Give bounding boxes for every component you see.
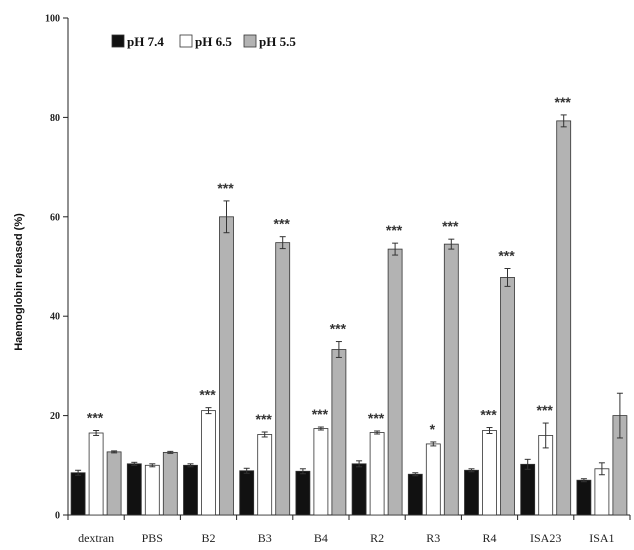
bar: [144, 464, 160, 516]
x-tick-label: R3: [426, 531, 440, 545]
bar: [369, 432, 385, 516]
bar: [162, 451, 178, 516]
bar: [219, 216, 234, 516]
bar: [183, 464, 198, 516]
y-axis-label: Haemoglobin released (%): [13, 213, 25, 351]
significance-label: ***: [498, 247, 515, 263]
legend-label: pH 6.5: [195, 34, 232, 49]
significance-label: ***: [555, 94, 572, 110]
x-tick-label: PBS: [142, 531, 163, 545]
significance-label: ***: [312, 406, 329, 422]
x-tick-label: ISA1: [589, 531, 614, 545]
bar: [443, 243, 459, 516]
significance-label: ***: [330, 321, 347, 337]
significance-label: ***: [274, 216, 291, 232]
bar: [520, 463, 536, 516]
legend-swatch: [111, 34, 125, 48]
bar: [576, 479, 592, 516]
bar: [482, 430, 497, 516]
y-tick-label: 60: [50, 212, 60, 223]
significance-label: ***: [442, 218, 459, 234]
bar: [387, 248, 403, 516]
bar: [257, 434, 273, 516]
legend-label: pH 5.5: [259, 34, 296, 49]
bar: [500, 277, 515, 516]
y-tick-label: 100: [45, 14, 60, 25]
x-tick-label: B4: [314, 531, 328, 545]
legend-swatch: [179, 34, 193, 48]
bar: [351, 463, 367, 516]
bars: [70, 114, 628, 516]
significance-label: ***: [87, 410, 104, 426]
bar: [331, 349, 347, 516]
significance-label: ***: [537, 402, 554, 418]
bar: [239, 470, 255, 516]
significance-label: ***: [199, 387, 216, 403]
bar: [464, 469, 479, 516]
legend-swatch: [243, 34, 257, 48]
legend: pH 7.4 pH 6.5 pH 5.5: [111, 34, 296, 49]
bar: [594, 468, 610, 516]
bar: [295, 470, 311, 516]
significance-label: ***: [480, 407, 497, 423]
bar: [425, 443, 441, 516]
axes: 0 20 40 60 80 100 dextran PBS B2 B3 B4 R2 R3 R4 ISA23 I…: [45, 14, 631, 545]
x-tick-label: dextran: [78, 531, 114, 545]
y-tick-label: 0: [55, 511, 60, 522]
bar: [407, 473, 423, 516]
legend-label: pH 7.4: [127, 34, 164, 49]
significance-markers: ****************************************…: [87, 94, 571, 437]
y-tick-label: 40: [50, 312, 60, 323]
bar: [201, 410, 216, 516]
x-tick-label: B2: [201, 531, 215, 545]
x-tick-label: B3: [258, 531, 272, 545]
significance-label: ***: [256, 411, 273, 427]
y-tick-label: 80: [50, 113, 60, 124]
x-tick-label: R2: [370, 531, 384, 545]
significance-label: ***: [368, 410, 385, 426]
y-tick-label: 20: [50, 411, 60, 422]
bar: [70, 472, 86, 516]
bar: [556, 120, 572, 516]
significance-label: *: [430, 421, 436, 437]
bar: [126, 463, 142, 516]
significance-label: ***: [217, 180, 234, 196]
bar: [275, 242, 291, 516]
bar: [106, 451, 122, 516]
bar: [88, 432, 104, 516]
x-tick-label: R4: [482, 531, 496, 545]
x-tick-label: ISA23: [530, 531, 561, 545]
bar: [313, 428, 329, 516]
significance-label: ***: [386, 222, 403, 238]
